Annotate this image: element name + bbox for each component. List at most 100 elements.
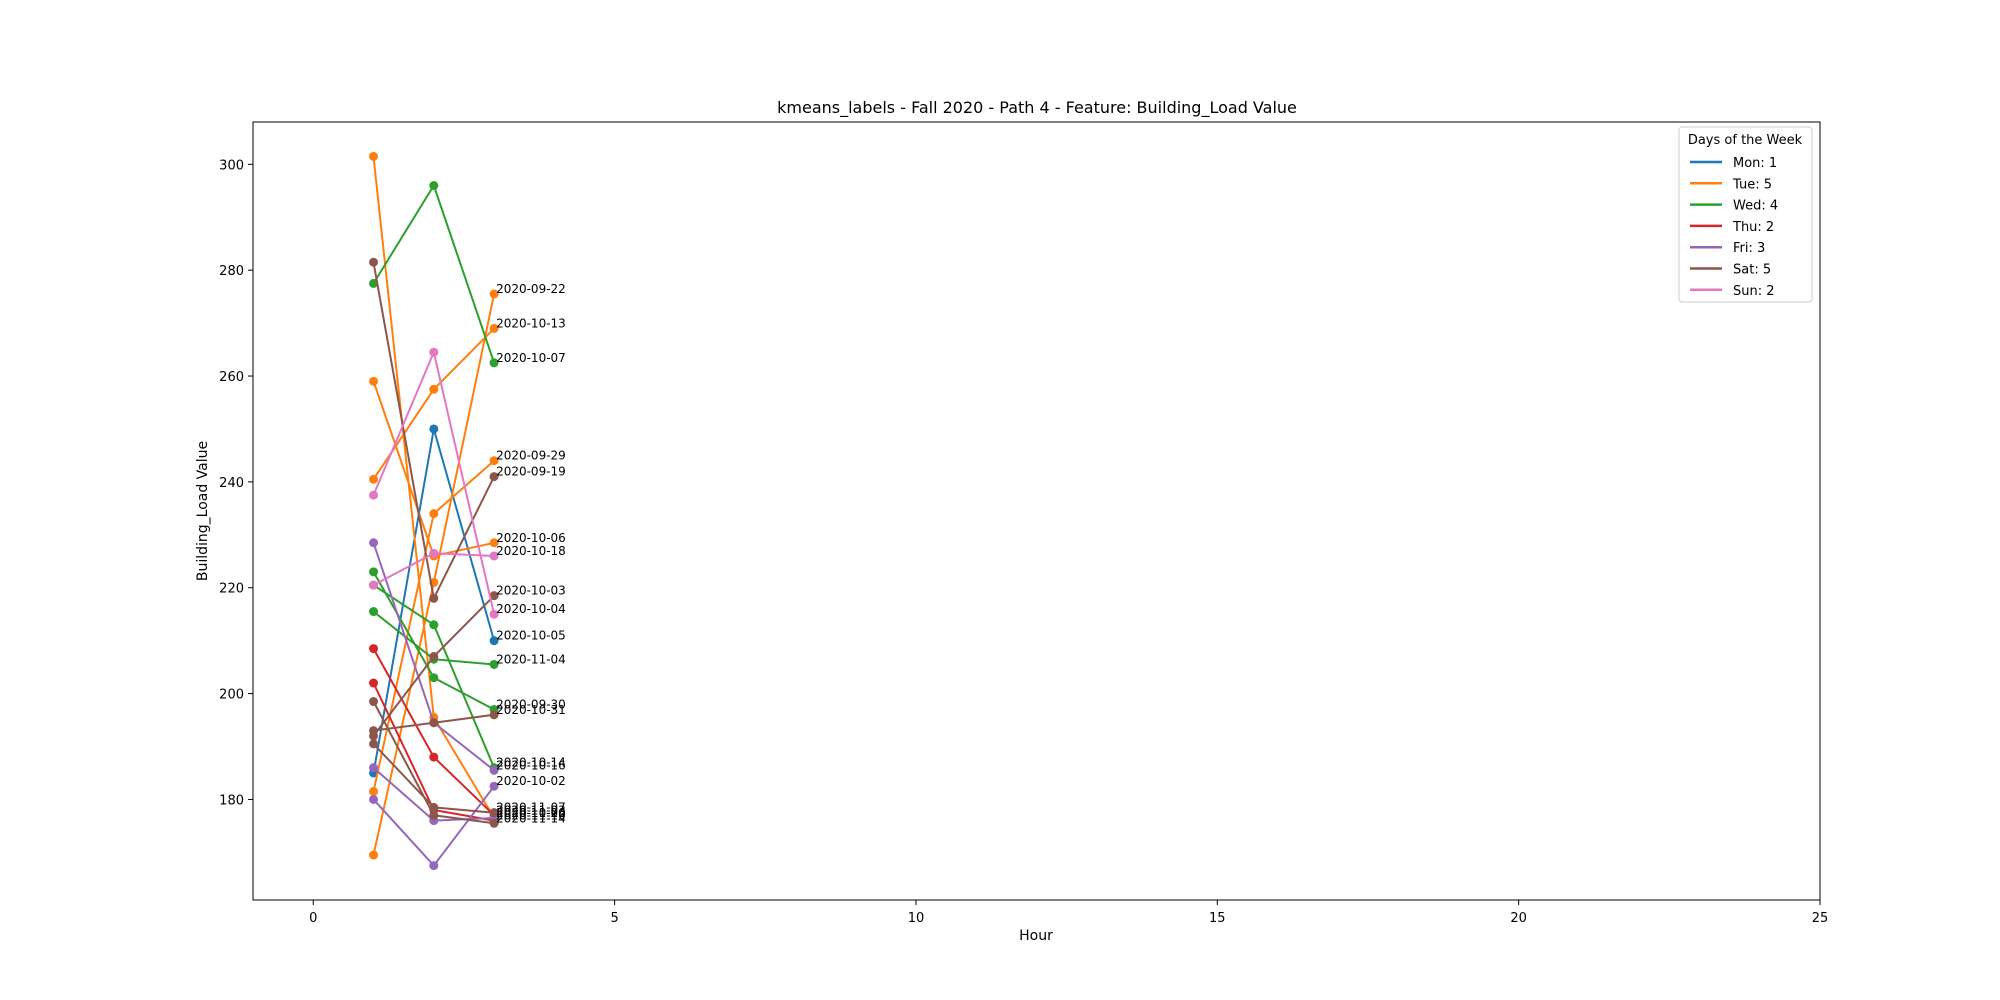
data-point bbox=[489, 818, 499, 828]
date-label: 2020-10-13 bbox=[496, 316, 566, 330]
legend-entry-label: Fri: 3 bbox=[1733, 241, 1765, 256]
x-tick-label: 20 bbox=[1510, 911, 1527, 926]
date-label: 2020-10-16 bbox=[496, 758, 566, 772]
data-point bbox=[429, 620, 439, 630]
y-tick-label: 200 bbox=[219, 688, 244, 703]
data-point bbox=[369, 678, 379, 688]
data-point bbox=[369, 607, 379, 617]
date-label: 2020-10-18 bbox=[496, 544, 566, 558]
data-point bbox=[369, 726, 379, 736]
data-point bbox=[429, 752, 439, 762]
y-tick-label: 280 bbox=[219, 264, 244, 279]
legend: Days of the Week Mon: 1 Tue: 5 Wed: 4 Thu: … bbox=[1678, 126, 1813, 303]
date-label: 2020-10-02 bbox=[496, 774, 566, 788]
data-point bbox=[369, 278, 379, 288]
legend-entry-label: Tue: 5 bbox=[1732, 177, 1772, 192]
data-point bbox=[429, 652, 439, 662]
y-tick-label: 180 bbox=[219, 793, 244, 808]
series-layer bbox=[369, 151, 499, 871]
data-point bbox=[429, 347, 439, 357]
data-point bbox=[489, 781, 499, 791]
data-point bbox=[369, 580, 379, 590]
data-point bbox=[369, 490, 379, 500]
data-point bbox=[369, 567, 379, 577]
data-point bbox=[429, 424, 439, 434]
date-label: 2020-09-19 bbox=[496, 465, 566, 479]
x-tick-label: 0 bbox=[309, 911, 317, 926]
data-point bbox=[369, 257, 379, 267]
data-point bbox=[429, 509, 439, 519]
legend-entry-label: Sun: 2 bbox=[1733, 284, 1775, 299]
x-tick-label: 25 bbox=[1812, 911, 1829, 926]
data-point bbox=[369, 794, 379, 804]
legend-entry-label: Mon: 1 bbox=[1733, 156, 1777, 171]
date-labels: 2020-10-05 2020-09-22 2020-10-13 2020-09-29… bbox=[496, 282, 566, 825]
data-point bbox=[369, 151, 379, 161]
data-point bbox=[489, 659, 499, 669]
data-point bbox=[369, 787, 379, 797]
x-axis: 0 5 10 15 20 25 bbox=[309, 900, 1828, 926]
data-point bbox=[429, 861, 439, 871]
data-point bbox=[429, 718, 439, 728]
data-point bbox=[369, 739, 379, 749]
date-label: 2020-11-07 bbox=[496, 801, 566, 815]
date-label: 2020-10-07 bbox=[496, 351, 566, 365]
date-label: 2020-10-06 bbox=[496, 531, 566, 545]
data-point bbox=[489, 538, 499, 548]
legend-title: Days of the Week bbox=[1688, 133, 1803, 148]
date-label: 2020-09-29 bbox=[496, 449, 566, 463]
date-label: 2020-11-04 bbox=[496, 652, 566, 666]
data-point bbox=[489, 591, 499, 601]
data-point bbox=[489, 808, 499, 818]
data-point bbox=[489, 609, 499, 619]
data-point bbox=[369, 697, 379, 707]
data-point bbox=[429, 673, 439, 683]
data-point bbox=[369, 763, 379, 773]
date-label: 2020-10-04 bbox=[496, 602, 566, 616]
x-tick-label: 15 bbox=[1209, 911, 1226, 926]
date-label: 2020-11-10 bbox=[496, 809, 566, 823]
date-label: 2020-09-30 bbox=[496, 697, 566, 711]
data-point bbox=[429, 181, 439, 191]
legend-entry-label: Sat: 5 bbox=[1733, 263, 1771, 278]
data-point bbox=[369, 474, 379, 484]
data-point bbox=[429, 810, 439, 820]
date-label: 2020-11-03 bbox=[496, 803, 566, 817]
data-point bbox=[489, 472, 499, 482]
data-point bbox=[489, 289, 499, 299]
data-point bbox=[429, 384, 439, 394]
x-tick-label: 10 bbox=[908, 911, 925, 926]
x-tick-label: 5 bbox=[610, 911, 618, 926]
data-point bbox=[489, 765, 499, 775]
data-point bbox=[429, 593, 439, 603]
date-label: 2020-09-22 bbox=[496, 282, 566, 296]
date-label: 2020-10-14 bbox=[496, 756, 566, 770]
date-label: 2020-10-31 bbox=[496, 703, 566, 717]
date-label: 2020-11-14 bbox=[496, 811, 566, 825]
legend-entry-label: Thu: 2 bbox=[1732, 220, 1774, 235]
y-tick-label: 240 bbox=[219, 476, 244, 491]
data-point bbox=[369, 850, 379, 860]
y-axis-label: Building_Load Value bbox=[195, 441, 211, 581]
legend-box bbox=[1678, 126, 1813, 303]
data-point bbox=[489, 710, 499, 720]
legend-entries: Mon: 1 Tue: 5 Wed: 4 Thu: 2 Fri: 3 Sat: 5 Sun:… bbox=[1690, 156, 1778, 299]
y-tick-label: 260 bbox=[219, 370, 244, 385]
data-point bbox=[489, 358, 499, 368]
y-tick-label: 300 bbox=[219, 158, 244, 173]
y-axis: 180 200 220 240 260 280 300 bbox=[219, 158, 253, 808]
data-point bbox=[489, 636, 499, 646]
data-point bbox=[369, 644, 379, 654]
date-label: 2020-11-06 bbox=[496, 806, 566, 820]
x-axis-label: Hour bbox=[1019, 928, 1053, 944]
data-point bbox=[489, 323, 499, 333]
chart-title: kmeans_labels - Fall 2020 - Path 4 - Fea… bbox=[777, 98, 1297, 118]
data-point bbox=[369, 538, 379, 548]
legend-entry-label: Wed: 4 bbox=[1733, 199, 1778, 214]
y-tick-label: 220 bbox=[219, 582, 244, 597]
plot-area bbox=[252, 121, 1821, 901]
date-label: 2020-10-05 bbox=[496, 629, 566, 643]
data-point bbox=[489, 456, 499, 466]
data-point bbox=[489, 551, 499, 561]
